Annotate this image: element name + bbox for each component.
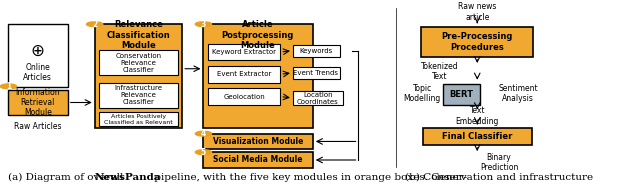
Text: Social Media Module: Social Media Module <box>213 155 303 165</box>
Text: Conservation
Relevance
Classifier: Conservation Relevance Classifier <box>115 53 161 73</box>
Text: Articles Positively
Classified as Relevant: Articles Positively Classified as Releva… <box>104 114 173 125</box>
FancyBboxPatch shape <box>293 67 340 79</box>
Text: 1: 1 <box>6 82 11 91</box>
Circle shape <box>195 150 212 155</box>
Text: NewsPanda: NewsPanda <box>95 173 161 182</box>
Text: Raw Articles: Raw Articles <box>14 122 61 131</box>
Circle shape <box>195 131 212 136</box>
Text: Final Classifier: Final Classifier <box>442 132 513 141</box>
Text: 4: 4 <box>201 129 206 138</box>
FancyBboxPatch shape <box>99 83 178 108</box>
Text: Binary
Prediction: Binary Prediction <box>480 153 518 172</box>
Text: Raw news
article: Raw news article <box>458 2 497 22</box>
FancyBboxPatch shape <box>421 27 534 57</box>
Text: Location
Coordinates: Location Coordinates <box>297 92 339 105</box>
Circle shape <box>0 84 17 89</box>
FancyBboxPatch shape <box>99 112 178 126</box>
Text: Keywords: Keywords <box>300 48 333 54</box>
FancyBboxPatch shape <box>209 88 280 105</box>
FancyBboxPatch shape <box>443 84 481 105</box>
Text: Article
Postprocessing
Module: Article Postprocessing Module <box>221 21 294 50</box>
Text: Tokenized
Text: Tokenized Text <box>421 62 458 81</box>
FancyBboxPatch shape <box>204 24 313 128</box>
Text: Keyword Extractor: Keyword Extractor <box>212 49 276 55</box>
Circle shape <box>195 22 212 27</box>
Text: pipeline, with the five key modules in orange boxes. Gener-: pipeline, with the five key modules in o… <box>151 173 467 182</box>
Text: 2: 2 <box>92 20 97 29</box>
Text: BERT: BERT <box>450 90 474 99</box>
Text: (b) Conservation and infrastructure: (b) Conservation and infrastructure <box>405 173 593 182</box>
Text: Event Extractor: Event Extractor <box>217 71 271 77</box>
FancyBboxPatch shape <box>293 45 340 57</box>
Text: Visualization Module: Visualization Module <box>212 137 303 146</box>
FancyBboxPatch shape <box>293 91 343 105</box>
Text: Event Trends: Event Trends <box>294 70 339 76</box>
Text: Topic
Modelling: Topic Modelling <box>404 84 441 104</box>
FancyBboxPatch shape <box>423 128 532 145</box>
FancyBboxPatch shape <box>209 66 280 83</box>
Text: 5: 5 <box>201 148 206 157</box>
Text: (a) Diagram of overall: (a) Diagram of overall <box>8 173 127 182</box>
Text: Information
Retrieval
Module: Information Retrieval Module <box>15 88 60 117</box>
Text: Online
Articles: Online Articles <box>24 63 52 82</box>
FancyBboxPatch shape <box>209 44 280 60</box>
Text: Text
Embedding: Text Embedding <box>456 106 499 126</box>
FancyBboxPatch shape <box>204 134 313 149</box>
Text: Geolocation: Geolocation <box>223 93 265 100</box>
FancyBboxPatch shape <box>95 24 182 128</box>
Text: Infrastructure
Relevance
Classifier: Infrastructure Relevance Classifier <box>115 85 163 105</box>
Circle shape <box>86 22 103 27</box>
Text: Sentiment
Analysis: Sentiment Analysis <box>498 84 538 104</box>
FancyBboxPatch shape <box>8 24 68 87</box>
Text: Pre-Processing
Procedures: Pre-Processing Procedures <box>442 32 513 51</box>
Text: ⊕: ⊕ <box>31 42 45 60</box>
FancyBboxPatch shape <box>99 50 178 75</box>
Text: Relevance
Classification
Module: Relevance Classification Module <box>107 21 170 50</box>
Text: 3: 3 <box>201 20 206 29</box>
FancyBboxPatch shape <box>8 90 68 115</box>
FancyBboxPatch shape <box>204 152 313 168</box>
